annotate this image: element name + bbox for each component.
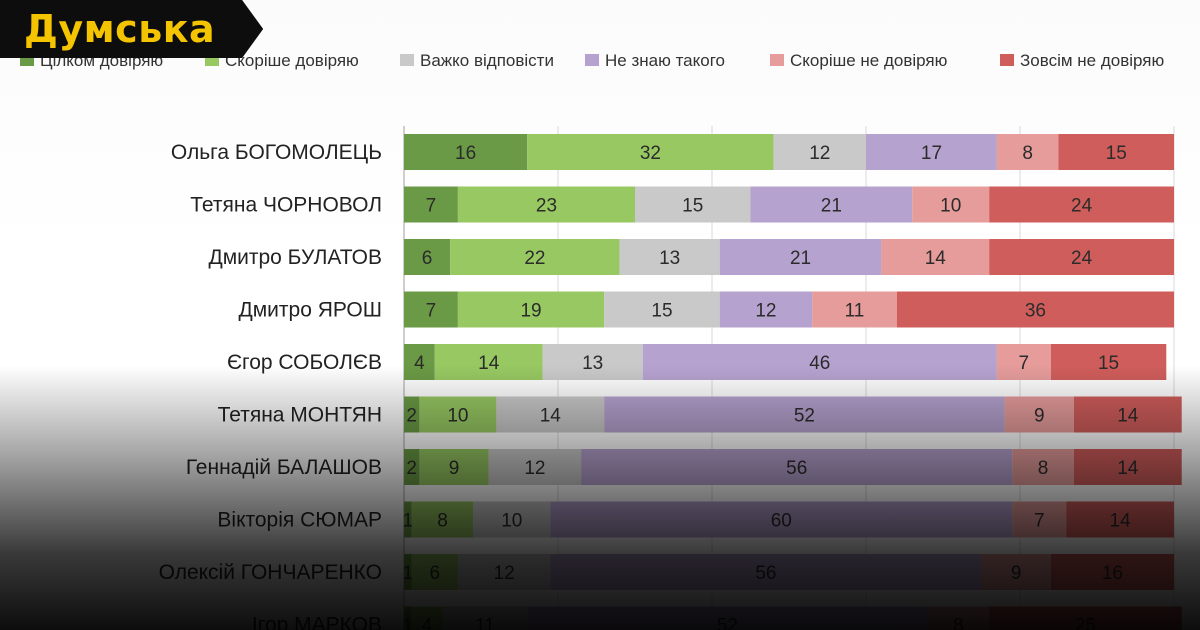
data-label: 23	[536, 196, 557, 217]
data-label: 11	[845, 301, 865, 322]
category-label: Дмитро ЯРОШ	[239, 299, 383, 322]
data-label: 6	[430, 563, 441, 584]
data-label: 1	[403, 616, 414, 630]
data-label: 7	[1019, 353, 1030, 374]
data-label: 10	[940, 196, 961, 217]
legend-label: Зовсім не довіряю	[1020, 51, 1164, 70]
data-label: 2	[406, 406, 417, 427]
data-label: 14	[1117, 458, 1139, 479]
data-label: 46	[809, 353, 830, 374]
data-label: 56	[755, 563, 776, 584]
data-label: 56	[786, 458, 807, 479]
data-label: 12	[524, 458, 545, 479]
category-label: Тетяна МОНТЯН	[218, 404, 382, 427]
data-label: 24	[1071, 248, 1093, 269]
data-label: 13	[582, 353, 603, 374]
category-label: Олексій ГОНЧАРЕНКО	[159, 561, 382, 584]
category-label: Геннадій БАЛАШОВ	[186, 456, 382, 479]
category-label: Тетяна ЧОРНОВОЛ	[190, 194, 382, 217]
data-label: 21	[821, 196, 842, 217]
data-label: 14	[1117, 406, 1139, 427]
data-label: 1	[403, 563, 414, 584]
data-label: 14	[925, 248, 947, 269]
category-labels: Ольга БОГОМОЛЕЦЬ Тетяна ЧОРНОВОЛ Дмитро БУ…	[159, 141, 382, 630]
data-label: 36	[1025, 301, 1046, 322]
brand-logo-box: Думська	[0, 0, 264, 58]
legend-label: Важко відповісти	[420, 51, 554, 70]
legend-swatch	[770, 54, 784, 66]
data-label: 32	[640, 143, 661, 164]
data-label: 22	[524, 248, 545, 269]
data-label: 16	[1102, 563, 1123, 584]
data-label: 8	[1038, 458, 1049, 479]
data-label: 19	[520, 301, 541, 322]
data-label: 1	[403, 511, 414, 532]
data-label: 11	[475, 616, 495, 630]
data-label: 12	[809, 143, 830, 164]
legend-swatch	[400, 54, 414, 66]
data-label: 10	[501, 511, 522, 532]
data-label: 12	[755, 301, 776, 322]
category-label: Дмитро БУЛАТОВ	[208, 246, 382, 269]
data-label: 16	[455, 143, 476, 164]
legend-label: Скоріше не довіряю	[790, 51, 948, 70]
data-label: 15	[1106, 143, 1127, 164]
data-label: 52	[717, 616, 738, 630]
data-label: 17	[921, 143, 942, 164]
category-label: Ігор МАРКОВ	[252, 614, 382, 630]
brand-logo-text: Думська	[24, 7, 216, 51]
data-label: 14	[478, 353, 500, 374]
data-label: 15	[1098, 353, 1119, 374]
data-label: 7	[1034, 511, 1045, 532]
legend-label: Не знаю такого	[605, 51, 725, 70]
data-label: 4	[422, 616, 433, 630]
data-label: 25	[1075, 616, 1096, 630]
data-label: 6	[422, 248, 433, 269]
category-label: Єгор СОБОЛЄВ	[227, 351, 382, 374]
data-label: 14	[1110, 511, 1132, 532]
data-label: 7	[426, 196, 437, 217]
data-label: 9	[1034, 406, 1045, 427]
brand-logo[interactable]: Думська	[0, 0, 264, 58]
data-label: 8	[953, 616, 964, 630]
data-label: 14	[540, 406, 562, 427]
bars: 16 32 12 17 8 157 23 15 21 10 246 22 13 21 14 247 19 15 12…	[403, 134, 1182, 630]
data-label: 52	[794, 406, 815, 427]
legend-swatch	[585, 54, 599, 66]
data-label: 15	[651, 301, 672, 322]
data-label: 8	[1022, 143, 1033, 164]
category-label: Ольга БОГОМОЛЕЦЬ	[171, 141, 382, 164]
data-label: 9	[449, 458, 460, 479]
data-label: 13	[659, 248, 680, 269]
data-label: 21	[790, 248, 811, 269]
data-label: 15	[682, 196, 703, 217]
data-label: 10	[447, 406, 468, 427]
legend-swatch	[1000, 54, 1014, 66]
data-label: 4	[414, 353, 425, 374]
data-label: 60	[771, 511, 792, 532]
data-label: 9	[1011, 563, 1022, 584]
category-label: Вікторія СЮМАР	[217, 509, 382, 532]
data-label: 24	[1071, 196, 1093, 217]
data-label: 8	[437, 511, 448, 532]
data-label: 12	[494, 563, 515, 584]
data-label: 7	[426, 301, 437, 322]
data-label: 2	[406, 458, 417, 479]
